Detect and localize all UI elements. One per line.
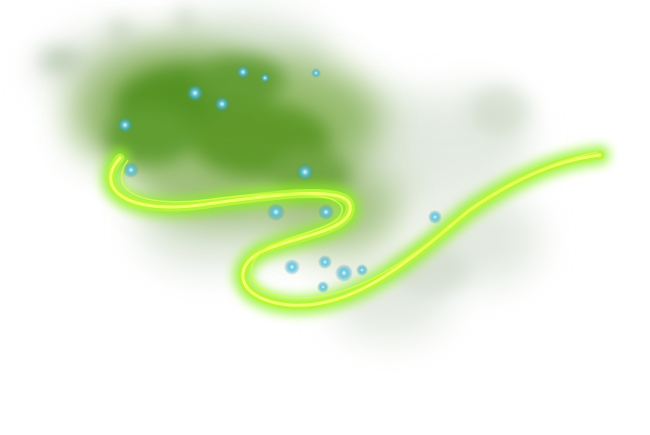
sparkles bbox=[117, 65, 442, 293]
glowing-ribbon bbox=[100, 145, 610, 316]
smoke-cloud bbox=[35, 8, 540, 340]
